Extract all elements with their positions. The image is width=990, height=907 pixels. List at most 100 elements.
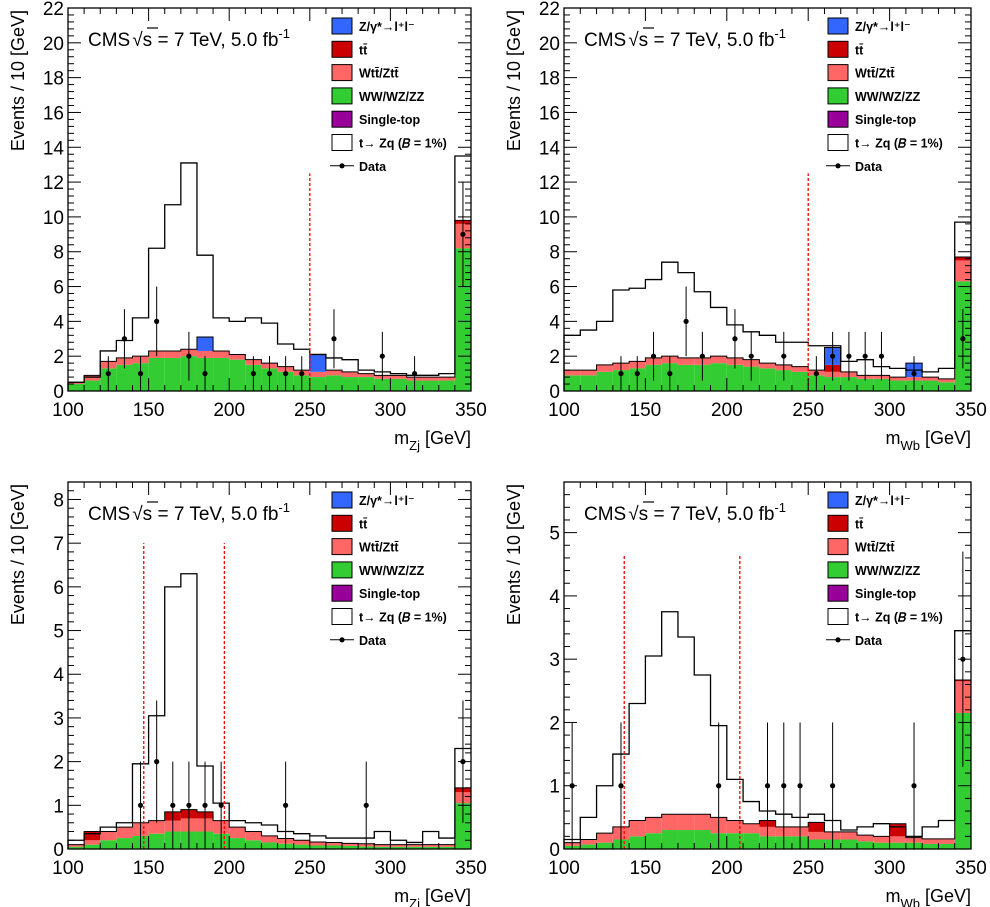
cms-name: CMS <box>584 30 626 51</box>
data-point <box>460 231 466 237</box>
legend-marker <box>835 637 841 643</box>
bar-segment <box>374 846 391 849</box>
panel-4: 100 150 200 250 300 350 0 1 2 3 4 5 Events / 10 [GeV… <box>504 481 987 907</box>
x-axis-title-unit: [GeV] <box>420 428 471 448</box>
legend-label: WW/WZ/ZZ <box>359 564 425 578</box>
x-tick-label: 350 <box>455 400 487 421</box>
legend-marker <box>339 163 345 169</box>
bar-segment <box>954 260 971 282</box>
legend-label: tt̄ <box>855 43 864 57</box>
stack-outline <box>563 256 971 391</box>
legend-label: Data <box>359 160 387 174</box>
y-tick-label: 4 <box>53 665 64 686</box>
bar-segment <box>857 835 874 842</box>
legend: Z/γ*→l⁺l⁻ tt̄ Wtt̄/Ztt̄ WW/WZ/ZZ Single-top t… <box>330 17 447 174</box>
bar-segment <box>406 844 423 847</box>
bar-segment <box>454 803 471 849</box>
data-point <box>634 370 640 377</box>
data-point <box>266 370 273 377</box>
bar-segment <box>857 378 874 391</box>
legend-label: Data <box>359 634 387 648</box>
x-axis: 100 150 200 250 300 350 <box>548 482 987 879</box>
stacked-bars <box>564 256 971 391</box>
data-point <box>202 370 208 377</box>
data-point <box>699 353 705 359</box>
bar-segment <box>325 370 343 376</box>
legend-swatch <box>331 87 353 105</box>
legend-swatch <box>827 17 849 35</box>
x-tick-label: 250 <box>294 858 326 879</box>
bar-segment <box>100 831 117 841</box>
data-point <box>186 802 192 808</box>
x-axis: 100 150 200 250 300 350 <box>548 8 987 421</box>
y-tick-label: 20 <box>43 34 64 55</box>
y-tick-label: 22 <box>539 0 560 20</box>
bar-segment <box>661 814 678 831</box>
bar-segment <box>596 364 613 372</box>
legend-swatch <box>331 64 353 82</box>
data-point <box>250 370 256 377</box>
legend-swatch <box>331 538 353 556</box>
bar-segment <box>68 384 85 391</box>
legend-swatch <box>331 17 353 35</box>
legend-label: t→ Zq (𝐵 = 1%) <box>855 611 943 625</box>
legend-label: WW/WZ/ZZ <box>855 564 921 578</box>
bar-segment <box>148 833 165 849</box>
data-point <box>878 353 885 359</box>
bar-segment <box>564 370 581 376</box>
x-axis-title: mWb [GeV] <box>885 428 971 453</box>
bar-segment <box>325 842 343 846</box>
x-axis-title-unit: [GeV] <box>920 428 971 448</box>
data-point <box>154 318 160 324</box>
y-tick-label: 6 <box>53 278 64 299</box>
bar-segment <box>68 846 85 849</box>
bar-segment <box>629 836 646 849</box>
legend-swatch <box>827 40 849 58</box>
bar-segment <box>390 378 407 391</box>
data-point <box>846 353 852 359</box>
panel-3: 100 150 200 250 300 350 0 1 2 3 4 5 6 7 8 Events / 10 [… <box>8 481 487 907</box>
y-tick-label: 18 <box>539 69 560 90</box>
energy-s: s <box>143 504 153 525</box>
legend-swatch <box>827 87 849 105</box>
bar-segment <box>245 840 262 849</box>
sqrt-symbol: √ <box>132 504 143 525</box>
x-axis-title-sub: Zj <box>409 438 420 453</box>
y-tick-label: 8 <box>549 243 560 264</box>
y-tick-label: 4 <box>549 312 560 333</box>
y-axis-title: Events / 10 [GeV] <box>8 484 28 625</box>
energy-suffix: = 7 TeV, 5.0 fb <box>648 504 774 525</box>
bar-segment <box>873 378 890 391</box>
x-tick-label: 350 <box>955 400 987 421</box>
x-axis-title: mZj [GeV] <box>394 886 471 907</box>
bar-segment <box>596 371 613 391</box>
data-point <box>960 336 966 342</box>
legend-label: tt̄ <box>855 517 864 531</box>
bar-segment <box>84 375 101 381</box>
bar-segment <box>873 842 890 849</box>
energy-s: s <box>639 30 649 51</box>
legend-label: t→ Zq (𝐵 = 1%) <box>855 137 943 151</box>
y-tick-label: 3 <box>549 650 560 671</box>
y-tick-label: 16 <box>43 103 64 124</box>
data-point <box>618 783 624 789</box>
bar-segment <box>229 359 246 391</box>
data-point <box>862 353 868 359</box>
x-tick-label: 200 <box>711 400 743 421</box>
x-tick-label: 250 <box>792 400 824 421</box>
bar-segment <box>245 831 262 841</box>
bar-segment <box>164 357 181 391</box>
legend-swatch <box>827 584 849 602</box>
x-tick-label: 350 <box>955 858 987 879</box>
bar-segment <box>84 844 101 849</box>
energy-suffix: = 7 TeV, 5.0 fb <box>152 504 278 525</box>
x-tick-label: 150 <box>630 400 662 421</box>
bar-segment <box>229 354 246 360</box>
x-axis-title: mWb [GeV] <box>885 886 971 907</box>
legend-label: Z/γ*→l⁺l⁻ <box>359 494 415 508</box>
bar-segment <box>840 831 858 840</box>
bar-segment <box>596 842 613 849</box>
y-tick-label: 2 <box>549 713 560 734</box>
y-tick-label: 0 <box>53 840 64 861</box>
data-point <box>218 802 224 808</box>
